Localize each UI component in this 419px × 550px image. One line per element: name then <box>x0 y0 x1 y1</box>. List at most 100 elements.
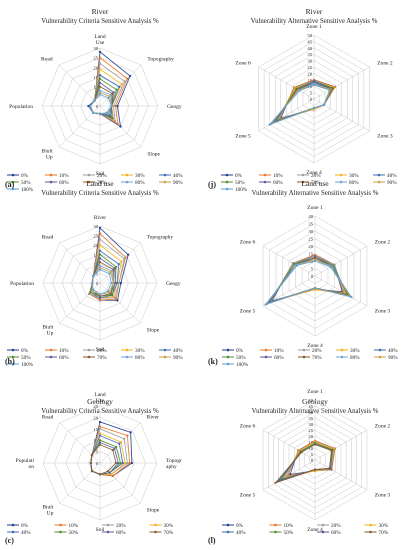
axis-label: Biult <box>42 325 53 331</box>
axis-label: Road <box>41 57 53 63</box>
data-point <box>115 265 118 268</box>
data-point <box>98 85 102 88</box>
legend-marker <box>369 530 372 534</box>
legend-label: 10% <box>59 348 69 354</box>
legend-marker <box>264 355 268 359</box>
legend-label: 100% <box>236 362 249 368</box>
legend-marker <box>11 355 15 359</box>
axis-label: Zone 4 <box>307 343 323 349</box>
legend-label: 100% <box>21 187 34 193</box>
tick-label: 25 <box>307 65 312 70</box>
data-point <box>111 92 114 95</box>
tick-label: 20 <box>308 434 313 439</box>
legend-label: 10% <box>284 523 294 529</box>
tick-label: 30 <box>308 422 313 427</box>
data-point <box>300 451 303 454</box>
legend-marker <box>263 173 267 177</box>
data-point <box>98 62 102 65</box>
legend-label: 60% <box>331 530 341 536</box>
data-point <box>89 461 92 465</box>
axis-label: Zone 4 <box>306 170 322 176</box>
data-point <box>105 111 108 114</box>
panel-label: (a) <box>5 180 15 189</box>
legend-label: 50% <box>284 530 294 536</box>
panel-label: (l) <box>208 536 216 545</box>
chart-title: River <box>306 7 323 16</box>
axis-label: Population <box>9 104 33 110</box>
axis-label: Topography <box>147 234 174 240</box>
axis-label: Zone 6 <box>235 61 251 67</box>
data-point <box>117 461 120 465</box>
data-point <box>109 93 113 97</box>
legend-label: 30% <box>135 173 145 179</box>
axis-label: Populati <box>16 458 35 464</box>
data-point <box>111 474 114 477</box>
axis-label: Use <box>96 40 105 46</box>
data-point <box>112 118 115 121</box>
legend-label: 40% <box>173 173 183 179</box>
legend-marker <box>339 180 343 184</box>
axis-label: Zone 2 <box>377 61 393 67</box>
legend-marker <box>274 530 277 534</box>
data-point <box>98 91 102 94</box>
legend-marker <box>369 523 372 527</box>
tick-label: 20 <box>308 244 313 249</box>
legend-marker <box>301 180 305 184</box>
tick-label: 0 <box>310 97 313 102</box>
legend-marker <box>11 187 15 191</box>
grid-spoke <box>59 422 101 464</box>
data-point <box>98 266 102 269</box>
legend-label: 0% <box>236 348 244 354</box>
legend-label: 60% <box>116 530 126 536</box>
data-point <box>98 473 102 476</box>
legend-label: 90% <box>173 180 183 186</box>
data-point <box>329 265 332 269</box>
data-point <box>106 469 110 473</box>
legend-label: 40% <box>387 173 397 179</box>
axis-label: Geogy <box>166 281 181 287</box>
panel-label: (j) <box>208 180 216 189</box>
tick-label: 15 <box>308 440 313 445</box>
data-point <box>98 441 102 444</box>
data-point <box>116 122 119 125</box>
data-point <box>109 115 113 119</box>
legend-marker <box>163 348 167 352</box>
legend-marker <box>339 173 343 177</box>
data-point <box>98 439 102 442</box>
data-point <box>98 238 102 241</box>
data-point <box>313 443 317 446</box>
panel-label: (c) <box>5 536 14 545</box>
axis-label: Slope <box>147 328 160 334</box>
tick-label: 15 <box>308 252 313 257</box>
tick-label: 50 <box>308 398 313 403</box>
chart-subtitle: Vulnerability Criteria Sensitive Analysi… <box>41 18 159 25</box>
grid-spoke <box>262 429 316 461</box>
legend-label: 0% <box>235 173 243 179</box>
legend-marker <box>87 180 91 184</box>
axis-label: Zone 1 <box>307 389 323 395</box>
data-point <box>98 293 102 296</box>
data-point <box>113 296 116 299</box>
tick-label: 25 <box>93 234 98 239</box>
legend-label: 60% <box>59 180 69 186</box>
legend-marker <box>49 355 53 359</box>
data-point <box>98 299 102 302</box>
data-point <box>129 431 132 434</box>
legend-marker <box>274 523 277 527</box>
data-point <box>92 288 95 291</box>
legend-marker <box>225 187 229 191</box>
axis-label: Zone 2 <box>375 240 391 246</box>
data-point <box>88 292 91 295</box>
legend-marker <box>264 348 268 352</box>
tick-label: 5 <box>96 450 99 455</box>
legend-marker <box>163 355 167 359</box>
tick-label: 35 <box>308 416 313 421</box>
legend-marker <box>87 173 91 177</box>
data-point <box>98 268 102 271</box>
tick-label: 40 <box>308 410 313 415</box>
axis-label: Zone 6 <box>240 240 256 246</box>
chart-subtitle: Vulnerability Criteria Sensitive Analysi… <box>41 190 159 197</box>
tick-label: 5 <box>96 272 99 277</box>
